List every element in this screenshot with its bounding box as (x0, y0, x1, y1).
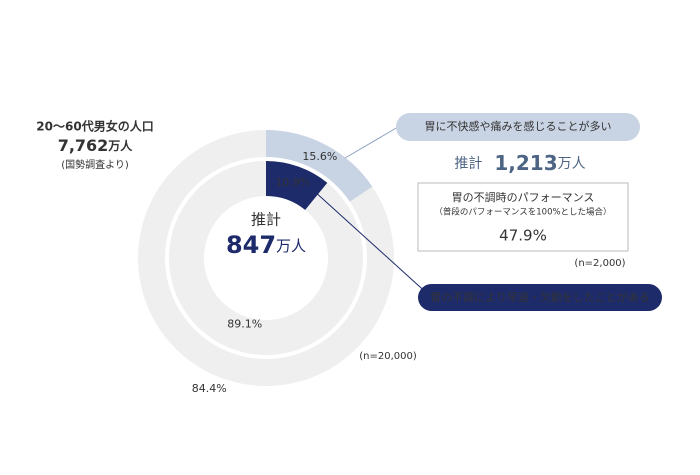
callout-pill (396, 113, 640, 141)
donut: 15.6% 84.4% 10.9% 89.1% (137, 130, 395, 395)
population-unit: 万人 (107, 138, 133, 153)
center-label: 推計 (251, 211, 281, 229)
value-label: 15.6% (302, 150, 337, 163)
value-label: 10.9% (275, 176, 310, 189)
performance-box (417, 182, 629, 252)
population-number: 7,762 (58, 136, 109, 155)
callout-label: 胃に不快感や痛みを感じることが多い (425, 119, 612, 133)
estimate-label: 推計 (454, 156, 482, 172)
sample-note: (n=20,000) (359, 351, 417, 362)
estimate: 推計 1,213万人 (454, 151, 585, 175)
connector (344, 126, 399, 159)
box-sample-note: (n=2,000) (574, 258, 625, 269)
donut-segment (266, 161, 328, 210)
value-label: 84.4% (192, 382, 227, 395)
box-title: 胃の不調時のパフォーマンス (452, 190, 595, 204)
connector (302, 180, 431, 297)
value-label: 89.1% (227, 318, 262, 331)
population-source: (国勢調査より) (61, 158, 129, 171)
donut-segment (169, 161, 364, 355)
estimate-unit: 万人 (558, 156, 586, 172)
callout-pill (418, 284, 662, 311)
box-subtitle: （普段のパフォーマンスを100%とした場合） (434, 207, 611, 218)
box-value: 47.9% (499, 227, 547, 245)
center-unit: 万人 (276, 237, 306, 255)
donut-segment (266, 130, 373, 202)
population-value: 7,762万人 (58, 136, 134, 155)
center-number: 847 (226, 231, 276, 259)
estimate-number: 1,213 (494, 151, 557, 175)
callout-label: 胃の不調により早退・欠勤をしたことがある (430, 290, 650, 304)
population-title: 20～60代男女の人口 (36, 119, 153, 134)
center-value: 847万人 (226, 231, 306, 259)
